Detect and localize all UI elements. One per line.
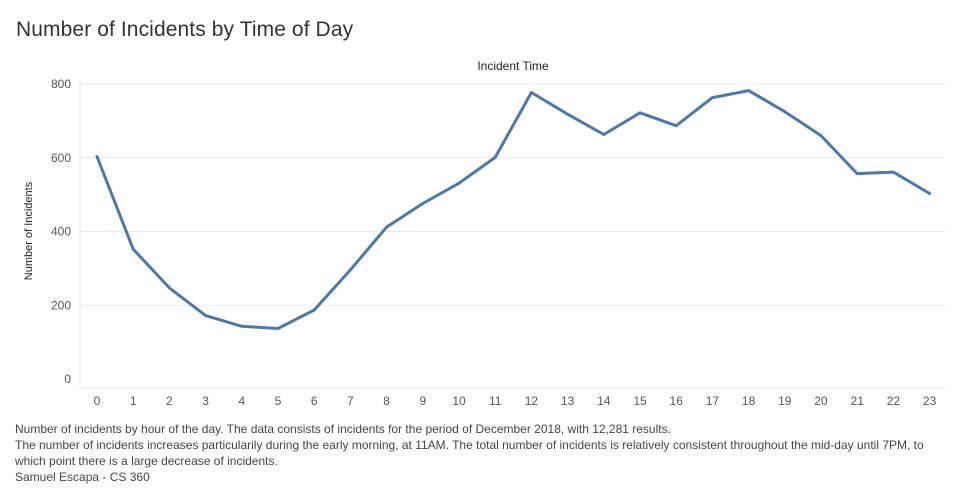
x-tick-label: 17: [706, 394, 720, 408]
data-point: [783, 110, 787, 114]
caption: Number of incidents by hour of the day. …: [15, 421, 950, 485]
data-point: [421, 202, 425, 205]
x-tick-label: 16: [670, 394, 684, 408]
data-point: [95, 155, 99, 159]
x-tick-label: 0: [94, 394, 101, 408]
x-tick-label: 19: [778, 394, 792, 408]
x-tick-label: 15: [633, 394, 647, 408]
x-tick-label: 23: [923, 394, 937, 408]
y-tick-label: 0: [64, 372, 71, 386]
data-point: [168, 286, 171, 290]
x-tick-label: 8: [383, 394, 390, 408]
data-point: [240, 324, 244, 328]
axes: [79, 80, 945, 389]
x-tick-label: 14: [597, 394, 611, 408]
x-tick-label: 12: [525, 394, 539, 408]
data-point: [349, 268, 352, 272]
x-tick-label: 18: [742, 394, 756, 408]
x-tick-label: 3: [202, 394, 209, 408]
data-point: [493, 155, 497, 159]
x-tick-label: 7: [347, 394, 354, 408]
x-tick-label: 22: [887, 394, 901, 408]
caption-line-2: The number of incidents increases partic…: [15, 438, 924, 468]
x-tick-label: 9: [419, 394, 426, 408]
series: [95, 89, 932, 330]
x-tick-label: 1: [130, 394, 137, 408]
caption-line-3: Samuel Escapa - CS 360: [15, 470, 150, 484]
x-tick-labels: 0 1 2 3 4 5 6 7 8 9 10 11 12 13 14 15 16 17 18 19 20 21 22 23: [94, 394, 937, 408]
data-point: [204, 314, 208, 317]
data-point: [312, 308, 316, 312]
data-point: [855, 172, 859, 176]
y-tick-label: 800: [51, 77, 71, 91]
x-tick-label: 20: [814, 394, 828, 408]
data-point: [928, 192, 931, 195]
data-point: [674, 124, 678, 128]
x-tick-label: 2: [166, 394, 173, 408]
y-tick-label: 600: [51, 151, 71, 165]
x-tick-label: 4: [238, 394, 245, 408]
y-tick-labels: 0 200 400 600 800: [51, 77, 71, 386]
chart-title: Number of Incidents by Time of Day: [16, 18, 354, 41]
data-point: [276, 327, 280, 330]
x-tick-label: 5: [275, 394, 282, 408]
data-point: [530, 91, 533, 94]
data-point: [602, 133, 606, 136]
data-point: [457, 181, 461, 185]
data-point: [892, 170, 895, 174]
x-tick-label: 21: [851, 394, 865, 408]
caption-line-1: Number of incidents by hour of the day. …: [15, 422, 671, 436]
x-tick-label: 6: [311, 394, 318, 408]
y-tick-label: 400: [51, 225, 71, 239]
x-axis-header: Incident Time: [477, 59, 549, 73]
data-point: [747, 89, 750, 93]
x-tick-label: 13: [561, 394, 575, 408]
data-point: [819, 134, 823, 138]
data-point: [566, 112, 569, 116]
series-line: [95, 89, 932, 330]
data-point: [385, 225, 388, 229]
x-tick-label: 10: [452, 394, 466, 408]
y-tick-label: 200: [51, 298, 71, 312]
line-chart: Incident Time Number of Incidents 020040…: [23, 59, 945, 408]
x-tick-label: 11: [489, 394, 502, 408]
data-point: [711, 96, 714, 100]
data-point: [131, 247, 135, 251]
gridlines: [80, 83, 945, 306]
data-point: [638, 111, 642, 115]
y-axis-label: Number of Incidents: [23, 181, 35, 280]
